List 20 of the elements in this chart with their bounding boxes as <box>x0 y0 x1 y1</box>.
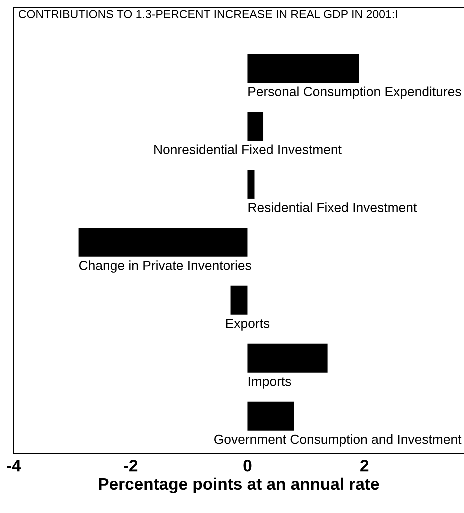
x-tick-label: -2 <box>124 460 138 472</box>
y-tick-label: Change in Private Inventories <box>79 260 252 273</box>
y-tick-label: Residential Fixed Investment <box>248 202 418 212</box>
y-tick-label: Personal Consumption Expenditures <box>248 86 462 100</box>
bar <box>248 402 294 431</box>
bar <box>248 170 255 199</box>
bar <box>248 344 328 373</box>
y-tick-label: Nonresidential Fixed Investment <box>154 144 342 154</box>
x-tick-label: 0 <box>244 460 252 472</box>
chart-title: CONTRIBUTIONS TO 1.3-PERCENT INCREASE IN REAL GDP IN 2001:I <box>19 10 398 18</box>
x-tick-label: -4 <box>7 460 22 472</box>
x-tick-label: 2 <box>360 460 369 472</box>
x-axis-title: Percentage points at an annual rate <box>99 478 380 494</box>
y-tick-label: Imports <box>248 377 292 389</box>
bar <box>248 54 360 84</box>
bar <box>248 112 264 142</box>
y-tick-label: Government Consumption and Investment <box>214 434 462 447</box>
bar <box>78 228 248 257</box>
bar <box>230 286 248 315</box>
y-tick-label: Exports <box>226 319 270 331</box>
